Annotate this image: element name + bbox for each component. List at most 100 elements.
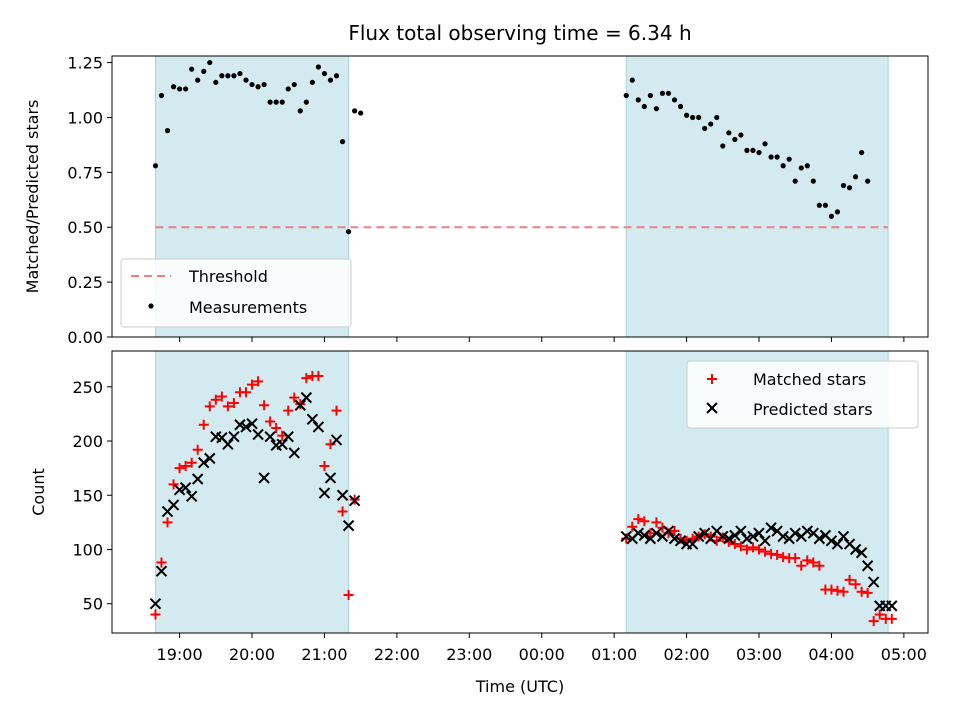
legend-measurements-label: Measurements — [189, 298, 307, 317]
matched-stars-swatch — [707, 374, 717, 384]
top-panel-legend: Threshold Measurements — [120, 258, 352, 328]
shaded-interval-0 — [154, 350, 350, 634]
measurement-point — [255, 84, 261, 90]
measurement-point — [768, 154, 774, 160]
top-panel-y-axis-label: Matched/Predicted stars — [23, 100, 42, 294]
measurement-point — [279, 99, 285, 105]
measurement-point — [273, 99, 279, 105]
y-tick-label: 1.25 — [67, 54, 103, 73]
matched-stars-point — [796, 560, 807, 571]
measurement-point — [333, 73, 340, 79]
measurement-point — [840, 182, 847, 189]
measurement-point — [750, 147, 756, 153]
legend-measurements-swatch — [148, 303, 154, 309]
matched-stars-point — [862, 587, 873, 598]
predicted-stars-point — [741, 532, 753, 545]
predicted-stars-point — [173, 484, 186, 496]
matched-stars-point — [277, 430, 288, 441]
measurement-point — [321, 70, 328, 77]
predicted-stars-point — [837, 530, 850, 543]
legend-matched-label: Matched stars — [753, 370, 866, 389]
matched-stars-point — [228, 398, 239, 409]
matched-stars-point — [856, 586, 867, 597]
measurement-point — [726, 130, 732, 136]
predicted-stars-point — [705, 532, 717, 545]
x-tick-label: 05:00 — [881, 645, 927, 664]
measurement-point — [671, 97, 678, 103]
predicted-stars-point — [723, 532, 735, 545]
predicted-stars-point — [282, 430, 294, 443]
predicted-stars-point — [264, 430, 276, 443]
predicted-stars-point — [855, 547, 868, 559]
measurement-point — [635, 97, 641, 103]
measurement-point — [756, 149, 762, 156]
predicted-stars-point — [825, 535, 838, 547]
predicted-stars-point — [246, 417, 258, 430]
measurement-point — [720, 143, 726, 149]
predicted-stars-point — [735, 525, 747, 537]
predicted-stars-point — [179, 481, 192, 494]
predicted-stars-point — [191, 473, 204, 485]
matched-stars-point — [210, 394, 221, 405]
legend-predicted-label: Predicted stars — [753, 400, 873, 419]
x-tick-label: 20:00 — [229, 645, 275, 664]
measurement-point — [792, 178, 798, 184]
measurement-point — [834, 209, 841, 215]
chart-title: Flux total observing time = 6.34 h — [348, 21, 691, 45]
matched-stars-point — [253, 376, 264, 387]
matched-stars-point — [844, 574, 855, 585]
matched-stars-point — [778, 552, 789, 563]
matched-stars-point — [651, 517, 662, 528]
measurement-point — [345, 229, 352, 235]
measurement-point — [176, 86, 183, 92]
measurement-point — [249, 81, 255, 88]
predicted-stars-point — [312, 421, 325, 433]
x-tick-label: 00:00 — [519, 645, 565, 664]
y-tick-label: 250 — [72, 378, 103, 397]
matched-stars-point — [735, 541, 746, 552]
x-tick-label: 22:00 — [374, 645, 420, 664]
measurement-point — [647, 92, 653, 99]
measurement-point — [158, 92, 165, 99]
y-tick-label: 150 — [72, 486, 103, 505]
measurement-point — [641, 103, 647, 110]
predicted-stars-point — [324, 472, 337, 484]
top-panel-y-ticks: 0.00 0.25 0.50 0.75 1.00 1.25 — [67, 54, 112, 347]
measurement-point — [786, 156, 792, 162]
measurement-point — [714, 114, 720, 121]
predicted-stars-point — [318, 487, 331, 499]
matched-stars-point — [826, 584, 837, 595]
measurement-point — [189, 66, 195, 72]
matched-stars-point — [259, 400, 270, 411]
measurement-point — [201, 68, 207, 74]
matched-stars-point — [886, 613, 897, 624]
bottom-panel-y-axis-label: Count — [29, 468, 48, 516]
y-tick-label: 100 — [72, 540, 103, 559]
measurement-point — [738, 132, 744, 138]
matched-stars-point — [216, 391, 227, 402]
matched-stars-point — [247, 379, 258, 390]
measurement-point — [170, 84, 177, 90]
predicted-stars-point — [831, 538, 844, 550]
matched-stars-point — [150, 609, 161, 620]
measurement-point — [822, 202, 828, 208]
matched-stars-point — [168, 479, 179, 490]
bottom-panel: 50 100 150 200 250 19:00 20:00 21:00 22:00 23:00… — [29, 350, 929, 696]
predicted-stars-point — [674, 535, 687, 547]
matched-stars-point — [240, 387, 251, 398]
top-panel: 0.00 0.25 0.50 0.75 1.00 1.25 Matched/Predict… — [23, 54, 929, 347]
matched-stars-point — [808, 557, 819, 568]
predicted-stars-point — [668, 532, 681, 545]
matched-stars-point — [156, 557, 167, 568]
legend-matched-swatch — [707, 374, 717, 384]
x-tick-label: 04:00 — [808, 645, 854, 664]
matched-stars-point — [766, 548, 777, 559]
matched-stars-point — [186, 457, 197, 468]
x-tick-label: 21:00 — [301, 645, 347, 664]
y-tick-label: 50 — [83, 595, 103, 614]
measurement-point — [690, 114, 696, 121]
predicted-stars-point — [638, 529, 651, 542]
x-axis-label: Time (UTC) — [475, 677, 564, 696]
measurement-point — [297, 108, 303, 114]
